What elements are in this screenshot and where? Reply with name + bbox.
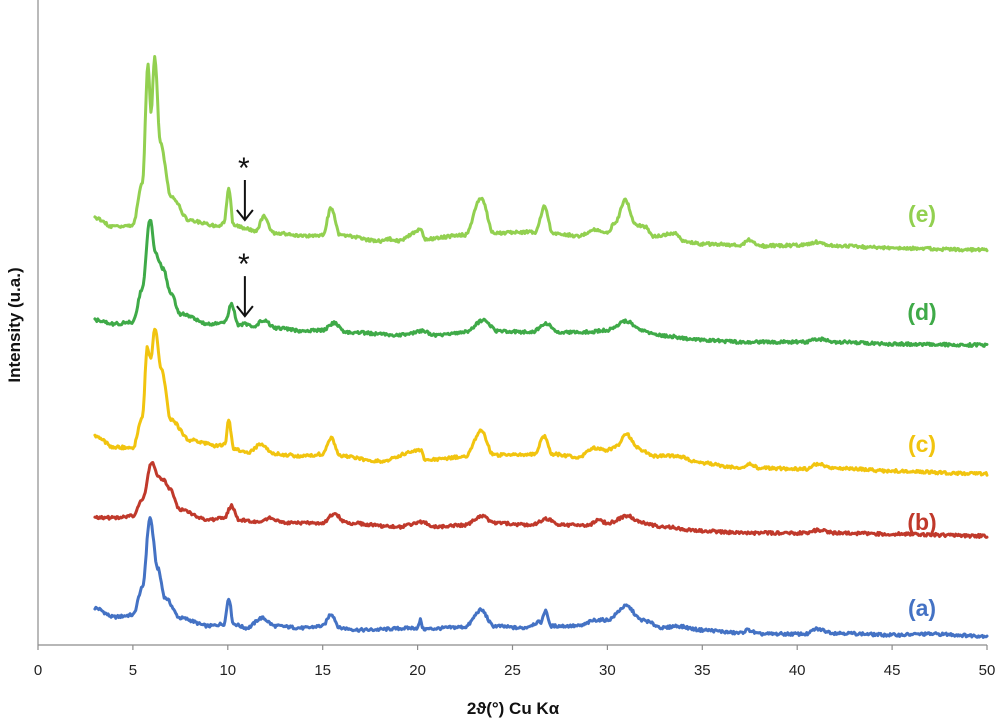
series-line-a xyxy=(93,516,989,639)
x-tick-label: 35 xyxy=(694,662,711,679)
series-label-b: (b) xyxy=(907,509,936,535)
peak-marker-arrowhead xyxy=(236,305,254,318)
peak-marker-arrowhead xyxy=(236,209,254,222)
series-lines xyxy=(93,55,989,639)
x-tick-label: 30 xyxy=(599,662,616,679)
series-line-b xyxy=(93,461,989,539)
x-tick-label: 40 xyxy=(789,662,806,679)
x-tick-label: 45 xyxy=(884,662,901,679)
x-tick-label: 20 xyxy=(409,662,426,679)
x-tick-label: 10 xyxy=(219,662,236,679)
x-tick-label: 15 xyxy=(314,662,331,679)
x-axis-title: 2ϑ(°) Cu Kα xyxy=(467,699,560,718)
series-label-e: (e) xyxy=(908,201,936,227)
peak-marker-asterisk: * xyxy=(238,152,250,185)
series-line-e xyxy=(93,55,989,253)
series-label-a: (a) xyxy=(908,595,936,621)
y-axis-title: Intensity (u.a.) xyxy=(5,267,24,382)
series-line-d xyxy=(93,218,989,348)
series-labels: (a) (b) (c) (d) (e) xyxy=(907,201,936,621)
peak-marker-asterisk: * xyxy=(238,248,250,281)
annotations: ** xyxy=(236,152,254,318)
series-label-c: (c) xyxy=(908,431,936,457)
x-tick-label: 5 xyxy=(129,662,137,679)
series-line-c xyxy=(93,327,989,477)
series-label-d: (d) xyxy=(907,299,936,325)
x-tick-label: 50 xyxy=(979,662,996,679)
axes: 0 5 10 15 20 25 30 35 40 45 50 xyxy=(34,0,996,679)
x-tick-label: 0 xyxy=(34,662,42,679)
x-tick-label: 25 xyxy=(504,662,521,679)
